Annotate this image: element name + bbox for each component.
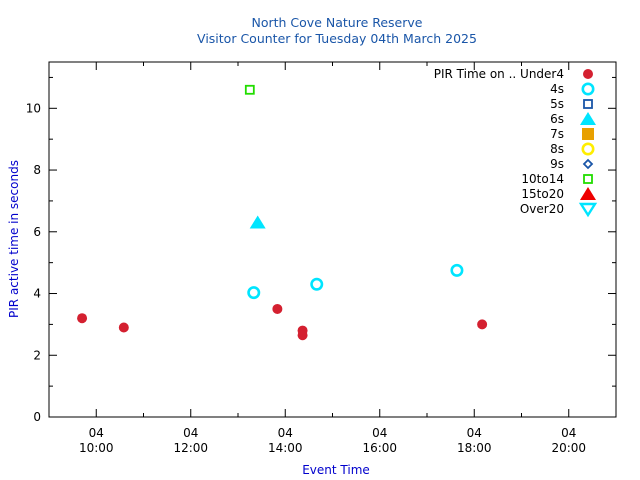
legend-label: 15to20 (521, 187, 564, 201)
x-tick-date-label: 04 (372, 426, 387, 440)
data-point-10to14 (244, 84, 255, 95)
legend-label: 8s (550, 142, 564, 156)
legend-label: PIR Time on .. Under4 (434, 67, 564, 81)
x-tick-time-label: 14:00 (268, 441, 303, 455)
legend-label: 6s (550, 112, 564, 126)
legend-label: Over20 (520, 202, 564, 216)
legend-label: 10to14 (521, 172, 564, 186)
legend-label: 5s (550, 97, 564, 111)
y-tick-label: 0 (33, 410, 41, 424)
chart-title: North Cove Nature Reserve (252, 15, 423, 30)
data-point-6s (249, 215, 266, 229)
x-tick-time-label: 16:00 (362, 441, 397, 455)
data-point-under4 (77, 313, 88, 324)
y-axis-ticks: 0 2 4 6 8 10 (26, 76, 616, 424)
legend-marker-5s (583, 99, 593, 109)
x-tick-date-label: 04 (561, 426, 576, 440)
data-point-under4 (477, 319, 488, 330)
y-tick-label: 4 (33, 287, 41, 301)
x-tick-time-label: 10:00 (79, 441, 114, 455)
chart-subtitle: Visitor Counter for Tuesday 04th March 2… (197, 31, 477, 46)
legend-marker-over20 (578, 202, 598, 218)
data-point-4s (450, 263, 464, 277)
legend-marker-8s (581, 142, 595, 156)
legend-marker-9s (582, 158, 594, 170)
legend-marker-7s (582, 128, 594, 140)
data-point-4s (310, 277, 324, 291)
x-axis-ticks: 0410:000412:000414:000416:000418:000420:… (79, 62, 586, 455)
data-point-under4 (272, 303, 283, 314)
legend-marker-10to14 (583, 174, 593, 184)
x-tick-date-label: 04 (89, 426, 104, 440)
legend: PIR Time on .. Under44s5s6s7s8s9s10to141… (434, 67, 598, 218)
data-point-under4 (118, 322, 129, 333)
x-tick-time-label: 18:00 (457, 441, 492, 455)
y-tick-label: 6 (33, 225, 41, 239)
legend-marker-4s (581, 82, 595, 96)
y-tick-label: 8 (33, 163, 41, 177)
x-tick-time-label: 20:00 (551, 441, 586, 455)
x-tick-time-label: 12:00 (173, 441, 208, 455)
legend-marker-6s (580, 112, 596, 125)
y-tick-label: 2 (33, 348, 41, 362)
x-tick-date-label: 04 (467, 426, 482, 440)
x-tick-date-label: 04 (183, 426, 198, 440)
legend-label: 7s (550, 127, 564, 141)
data-points (77, 84, 488, 341)
data-point-under4 (297, 330, 308, 341)
y-tick-label: 10 (26, 101, 41, 115)
plot-frame (48, 61, 617, 418)
legend-label: 4s (550, 82, 564, 96)
x-axis-label: Event Time (302, 463, 370, 477)
legend-marker-15to20 (580, 187, 596, 200)
legend-label: 9s (550, 157, 564, 171)
data-point-4s (247, 286, 261, 300)
y-axis-label: PIR active time in seconds (7, 160, 21, 318)
legend-marker-under4 (583, 69, 593, 79)
x-tick-date-label: 04 (278, 426, 293, 440)
